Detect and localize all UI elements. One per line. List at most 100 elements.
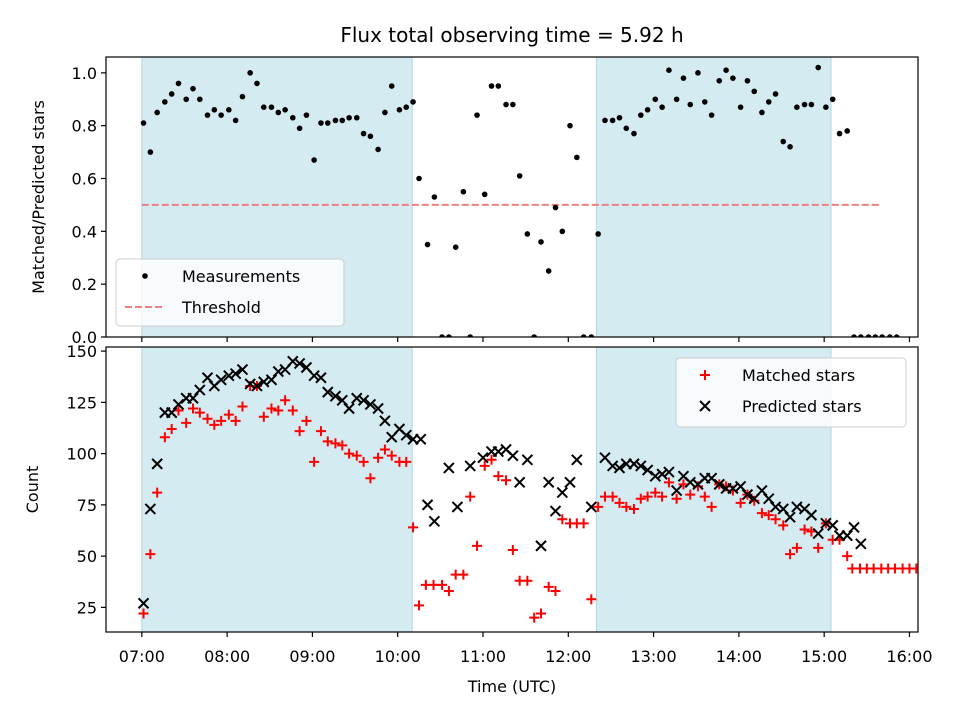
matched-point	[408, 522, 419, 533]
y-tick-label: 0.4	[72, 222, 97, 241]
predicted-point	[635, 460, 647, 472]
measurement-point	[510, 101, 516, 108]
measurement-point	[147, 149, 154, 155]
matched-point	[479, 460, 490, 471]
matched-point	[287, 405, 298, 416]
predicted-point	[315, 372, 327, 384]
matched-point	[386, 450, 397, 461]
measurement-point	[431, 194, 438, 200]
measurement-point	[474, 112, 480, 118]
y-tick-label: 0.2	[72, 275, 97, 294]
predicted-point	[848, 521, 860, 534]
measurement-point	[602, 117, 608, 124]
y-tick-label: 0.0	[72, 328, 97, 347]
measurement-point	[467, 334, 474, 337]
matched-point	[237, 401, 248, 412]
matched-point	[315, 426, 326, 437]
measurement-point	[303, 112, 310, 118]
matched-point	[614, 497, 625, 508]
predicted-point	[137, 597, 150, 610]
matched-point	[437, 579, 448, 590]
matched-point	[152, 487, 163, 498]
matched-point	[778, 520, 789, 531]
plot-area-0	[140, 64, 900, 337]
measurement-point	[296, 125, 303, 132]
measurement-point	[226, 107, 232, 113]
x-tick-label: 08:00	[204, 647, 250, 666]
legend-marker-plus	[700, 370, 710, 380]
y-axis-label: Matched/Predicted stars	[29, 100, 48, 294]
predicted-point	[464, 460, 476, 472]
matched-point	[543, 581, 554, 592]
matched-point	[842, 551, 853, 562]
matched-point	[486, 454, 497, 465]
measurement-point	[353, 114, 360, 121]
matched-point	[813, 542, 824, 553]
measurement-point	[424, 241, 431, 248]
measurement-point	[737, 104, 744, 110]
legend-label: Threshold	[181, 298, 261, 317]
matched-point	[414, 600, 425, 611]
matched-point	[280, 395, 291, 406]
axes-frame-0	[105, 56, 919, 338]
measurement-point	[794, 104, 800, 110]
axes-frame-1	[105, 346, 919, 633]
measurement-point	[588, 334, 595, 337]
predicted-point	[229, 367, 242, 380]
predicted-point	[451, 501, 464, 513]
matched-point	[593, 501, 604, 512]
measurement-point	[232, 117, 239, 124]
measurement-point	[324, 120, 331, 126]
measurement-point	[488, 83, 495, 89]
measurement-point	[140, 120, 147, 126]
measurement-point	[801, 101, 808, 108]
matched-point	[657, 491, 668, 502]
x-tick-label: 12:00	[545, 647, 591, 666]
measurement-point	[382, 109, 388, 116]
matched-point	[230, 415, 241, 426]
matched-point	[166, 424, 177, 435]
predicted-point	[556, 486, 569, 499]
matched-point	[365, 473, 376, 484]
matched-point	[258, 411, 269, 422]
predicted-point	[223, 369, 235, 382]
measurement-point	[631, 130, 637, 137]
predicted-point	[421, 499, 434, 511]
legend-marker-x	[699, 400, 711, 412]
measurement-point	[531, 334, 537, 337]
matched-point	[501, 475, 512, 486]
matched-point	[671, 493, 682, 504]
predicted-point	[663, 466, 675, 478]
predicted-point	[628, 458, 640, 470]
y-tick-label: 0.8	[72, 117, 97, 136]
x-tick-label: 13:00	[631, 647, 677, 666]
matched-point	[159, 432, 170, 443]
y-tick-label: 125	[66, 393, 97, 412]
y-tick-label: 150	[66, 342, 97, 361]
matched-point	[202, 413, 213, 424]
matched-point	[536, 608, 546, 619]
measurement-point	[346, 114, 352, 121]
predicted-point	[649, 470, 662, 482]
measurement-point	[339, 117, 346, 124]
matched-point	[330, 438, 341, 449]
measurement-point	[211, 107, 218, 113]
predicted-point	[151, 458, 163, 470]
matched-point	[216, 415, 227, 426]
measurement-point	[595, 231, 601, 237]
measurement-point	[162, 99, 168, 105]
matched-point	[145, 549, 156, 560]
measurement-point	[744, 77, 751, 84]
measurement-point	[787, 144, 793, 150]
matched-point	[337, 440, 348, 451]
predicted-point	[741, 488, 754, 501]
matched-point	[557, 514, 568, 525]
matched-point	[173, 405, 184, 416]
measurement-point	[239, 93, 246, 100]
legend-box	[115, 258, 345, 327]
measurement-point	[808, 101, 815, 108]
y-axis-label: Count	[23, 466, 42, 514]
series-measurements	[140, 64, 900, 337]
measurement-point	[637, 112, 644, 118]
matched-point	[699, 491, 710, 502]
